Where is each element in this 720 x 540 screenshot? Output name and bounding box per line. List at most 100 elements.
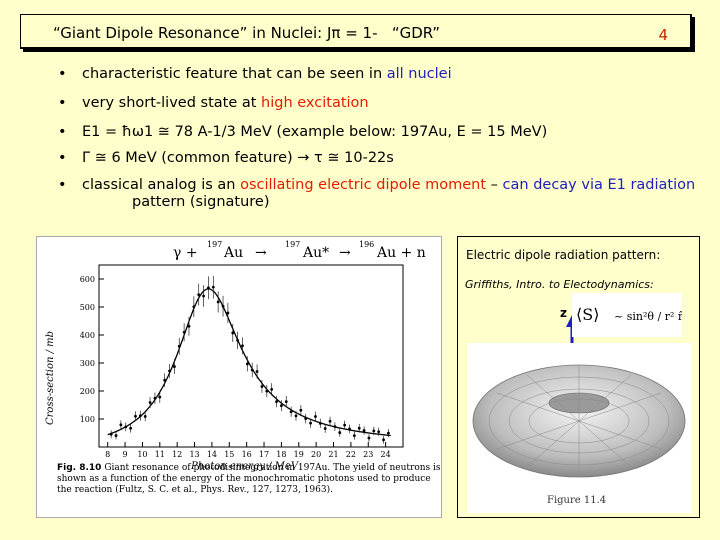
reaction-arrow-2: → bbox=[339, 245, 351, 261]
slide-title-box: “Giant Dipole Resonance” in Nuclei: Jπ =… bbox=[20, 14, 692, 49]
y-axis-label: Cross-section / mb bbox=[45, 331, 56, 425]
x-tick-label: 10 bbox=[137, 450, 147, 459]
reaction-arrow-1: → bbox=[255, 245, 267, 261]
plot-frame bbox=[98, 264, 404, 448]
bullet-dot: • bbox=[58, 66, 67, 82]
data-point bbox=[114, 434, 118, 437]
bullet-highlight: all nuclei bbox=[386, 66, 452, 82]
bullet-text: classical analog is an bbox=[82, 177, 241, 193]
bullet-item: • characteristic feature that can be see… bbox=[58, 66, 452, 83]
y-tick-label: 200 bbox=[80, 387, 95, 396]
data-point bbox=[143, 415, 147, 418]
data-point bbox=[314, 415, 317, 418]
data-point bbox=[377, 430, 381, 434]
jpi-label: Jπ = 1- bbox=[327, 24, 378, 42]
data-point bbox=[275, 400, 278, 404]
data-point bbox=[357, 426, 361, 430]
bullet-text: very short-lived state at bbox=[82, 95, 262, 111]
bullet-dot: • bbox=[58, 177, 67, 193]
reaction-au: Au bbox=[223, 245, 243, 261]
data-point bbox=[207, 286, 210, 290]
x-tick-label: 14 bbox=[207, 450, 217, 459]
data-point bbox=[134, 414, 137, 418]
torus-pattern-graphic: Figure 11.4 bbox=[472, 364, 686, 506]
data-point bbox=[338, 431, 342, 434]
data-point bbox=[187, 324, 191, 328]
data-point bbox=[280, 404, 283, 408]
x-axis-label: Photon energy / MeV bbox=[190, 461, 300, 472]
data-point bbox=[265, 389, 269, 393]
data-point bbox=[226, 311, 230, 315]
reaction-products: Au + n bbox=[376, 245, 426, 261]
data-point bbox=[362, 429, 366, 432]
bullet-dot: • bbox=[58, 124, 67, 140]
reaction-mass-3: 196 bbox=[359, 240, 374, 249]
data-point bbox=[163, 378, 167, 382]
x-tick-label: 8 bbox=[105, 450, 110, 459]
data-point bbox=[153, 396, 157, 400]
data-point bbox=[192, 305, 196, 309]
data-point bbox=[119, 423, 123, 427]
bullet-item: • classical analog is an oscillating ele… bbox=[58, 177, 695, 211]
slide-number: 4 bbox=[658, 26, 668, 44]
x-tick-label: 23 bbox=[363, 450, 373, 459]
data-point bbox=[231, 331, 235, 335]
data-point bbox=[367, 436, 371, 440]
dipole-radiation-figure: Electric dipole radiation pattern: Griff… bbox=[457, 236, 700, 518]
x-tick-label: 19 bbox=[294, 450, 304, 459]
x-tick-label: 11 bbox=[155, 450, 165, 459]
data-point bbox=[318, 421, 322, 425]
bullet-text: – bbox=[486, 177, 503, 193]
data-point bbox=[352, 434, 356, 438]
data-point bbox=[177, 344, 181, 348]
bullet-highlight: high excitation bbox=[261, 95, 369, 111]
data-point bbox=[299, 408, 303, 412]
reaction-mass-2: 197 bbox=[285, 240, 300, 249]
lorentzian-fit-curve bbox=[107, 288, 391, 437]
x-tick-label: 15 bbox=[224, 450, 234, 459]
data-point bbox=[343, 423, 347, 427]
data-point bbox=[202, 294, 205, 298]
slide-title: “Giant Dipole Resonance” in Nuclei: bbox=[53, 24, 323, 42]
bullet-continuation: pattern (signature) bbox=[132, 194, 270, 210]
bullet-dot: • bbox=[58, 150, 67, 166]
x-tick-label: 21 bbox=[328, 450, 338, 459]
figure-11-4-label: Figure 11.4 bbox=[547, 495, 606, 506]
data-point bbox=[148, 401, 152, 404]
data-point bbox=[129, 426, 133, 430]
data-point bbox=[250, 368, 254, 372]
bullet-dot: • bbox=[58, 95, 67, 111]
torus-mesh bbox=[488, 365, 670, 477]
y-tick-label: 500 bbox=[80, 303, 95, 312]
x-tick-label: 13 bbox=[189, 450, 199, 459]
x-tick-label: 17 bbox=[259, 450, 269, 459]
bullet-text: Γ ≅ 6 MeV (common feature) → τ ≅ 10-22s bbox=[82, 150, 394, 166]
data-point bbox=[294, 414, 298, 418]
formula-rhs: ~ sin²θ / r² r̂ bbox=[614, 310, 682, 323]
data-point bbox=[289, 410, 293, 414]
data-point bbox=[221, 304, 225, 308]
figure-caption: Fig. 8.10 Giant resonance of photodisint… bbox=[57, 463, 442, 496]
reaction-gamma: γ + bbox=[173, 245, 198, 261]
data-point bbox=[348, 427, 351, 431]
gdr-label: “GDR” bbox=[391, 24, 441, 42]
data-point bbox=[255, 370, 259, 373]
y-tick-label: 600 bbox=[80, 275, 95, 284]
data-point bbox=[245, 362, 249, 366]
data-point bbox=[172, 365, 176, 368]
formula-lhs: ⟨S⟩ bbox=[576, 305, 599, 324]
bullet-highlight: can decay via E1 radiation bbox=[502, 177, 696, 193]
reaction-au-star: Au* bbox=[302, 245, 329, 261]
title-quantum-numbers: Jπ = 1- “GDR” bbox=[327, 24, 440, 42]
bullet-item: • very short-lived state at high excitat… bbox=[58, 95, 369, 112]
data-point bbox=[270, 388, 274, 391]
bullet-text: characteristic feature that can be seen … bbox=[82, 66, 387, 82]
radiation-pattern-source: Griffiths, Intro. to Electodynamics: bbox=[465, 278, 654, 291]
data-point bbox=[323, 427, 327, 430]
x-tick-label: 24 bbox=[381, 450, 391, 459]
data-point bbox=[387, 431, 390, 435]
data-point bbox=[236, 338, 240, 342]
data-point bbox=[309, 421, 312, 425]
y-tick-label: 300 bbox=[80, 359, 95, 368]
bullet-highlight: oscillating electric dipole moment bbox=[240, 177, 487, 193]
